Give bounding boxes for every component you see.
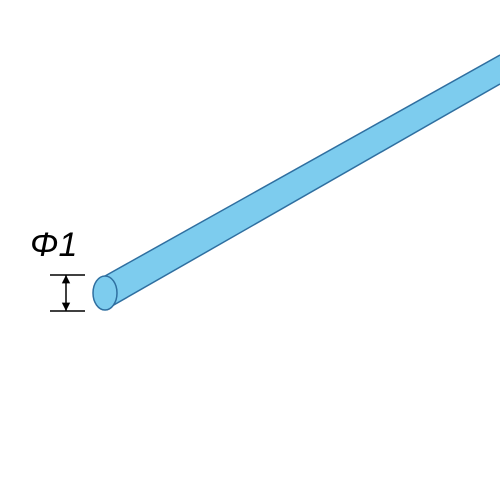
rod-bottom-edge <box>105 84 500 310</box>
diameter-label: Φ1 <box>30 226 77 265</box>
dim-arrow-top <box>62 275 70 283</box>
rod-top-edge <box>105 55 500 276</box>
rod-end-cap <box>93 276 117 310</box>
rod-body <box>105 55 500 310</box>
dim-arrow-bottom <box>62 303 70 311</box>
diagram-stage: Φ1 <box>0 0 500 500</box>
